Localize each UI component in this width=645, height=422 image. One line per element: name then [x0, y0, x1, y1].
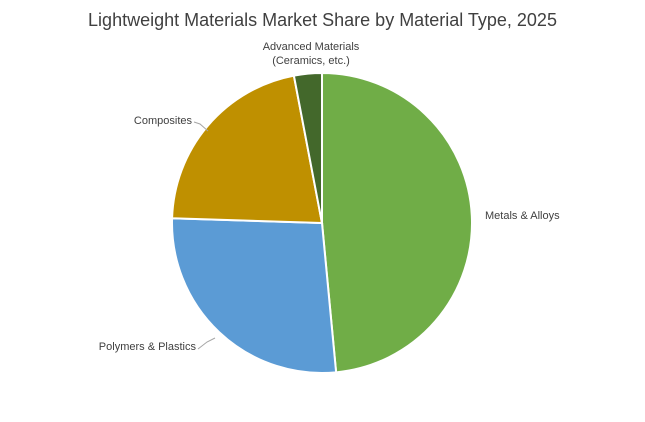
leader-line: [193, 121, 209, 132]
pie-slice: [171, 217, 338, 374]
slice-label: Composites: [134, 115, 193, 127]
slice-label: Polymers & Plastics: [99, 341, 197, 353]
pie-slice: [321, 71, 473, 374]
leader-line: [197, 337, 216, 350]
slice-label: Metals & Alloys: [485, 210, 560, 222]
chart-title: Lightweight Materials Market Share by Ma…: [88, 10, 557, 30]
pie-slice: [292, 71, 323, 224]
pie-slice: [171, 74, 324, 225]
slice-label: Advanced Materials (Ceramics, etc.): [263, 41, 360, 67]
